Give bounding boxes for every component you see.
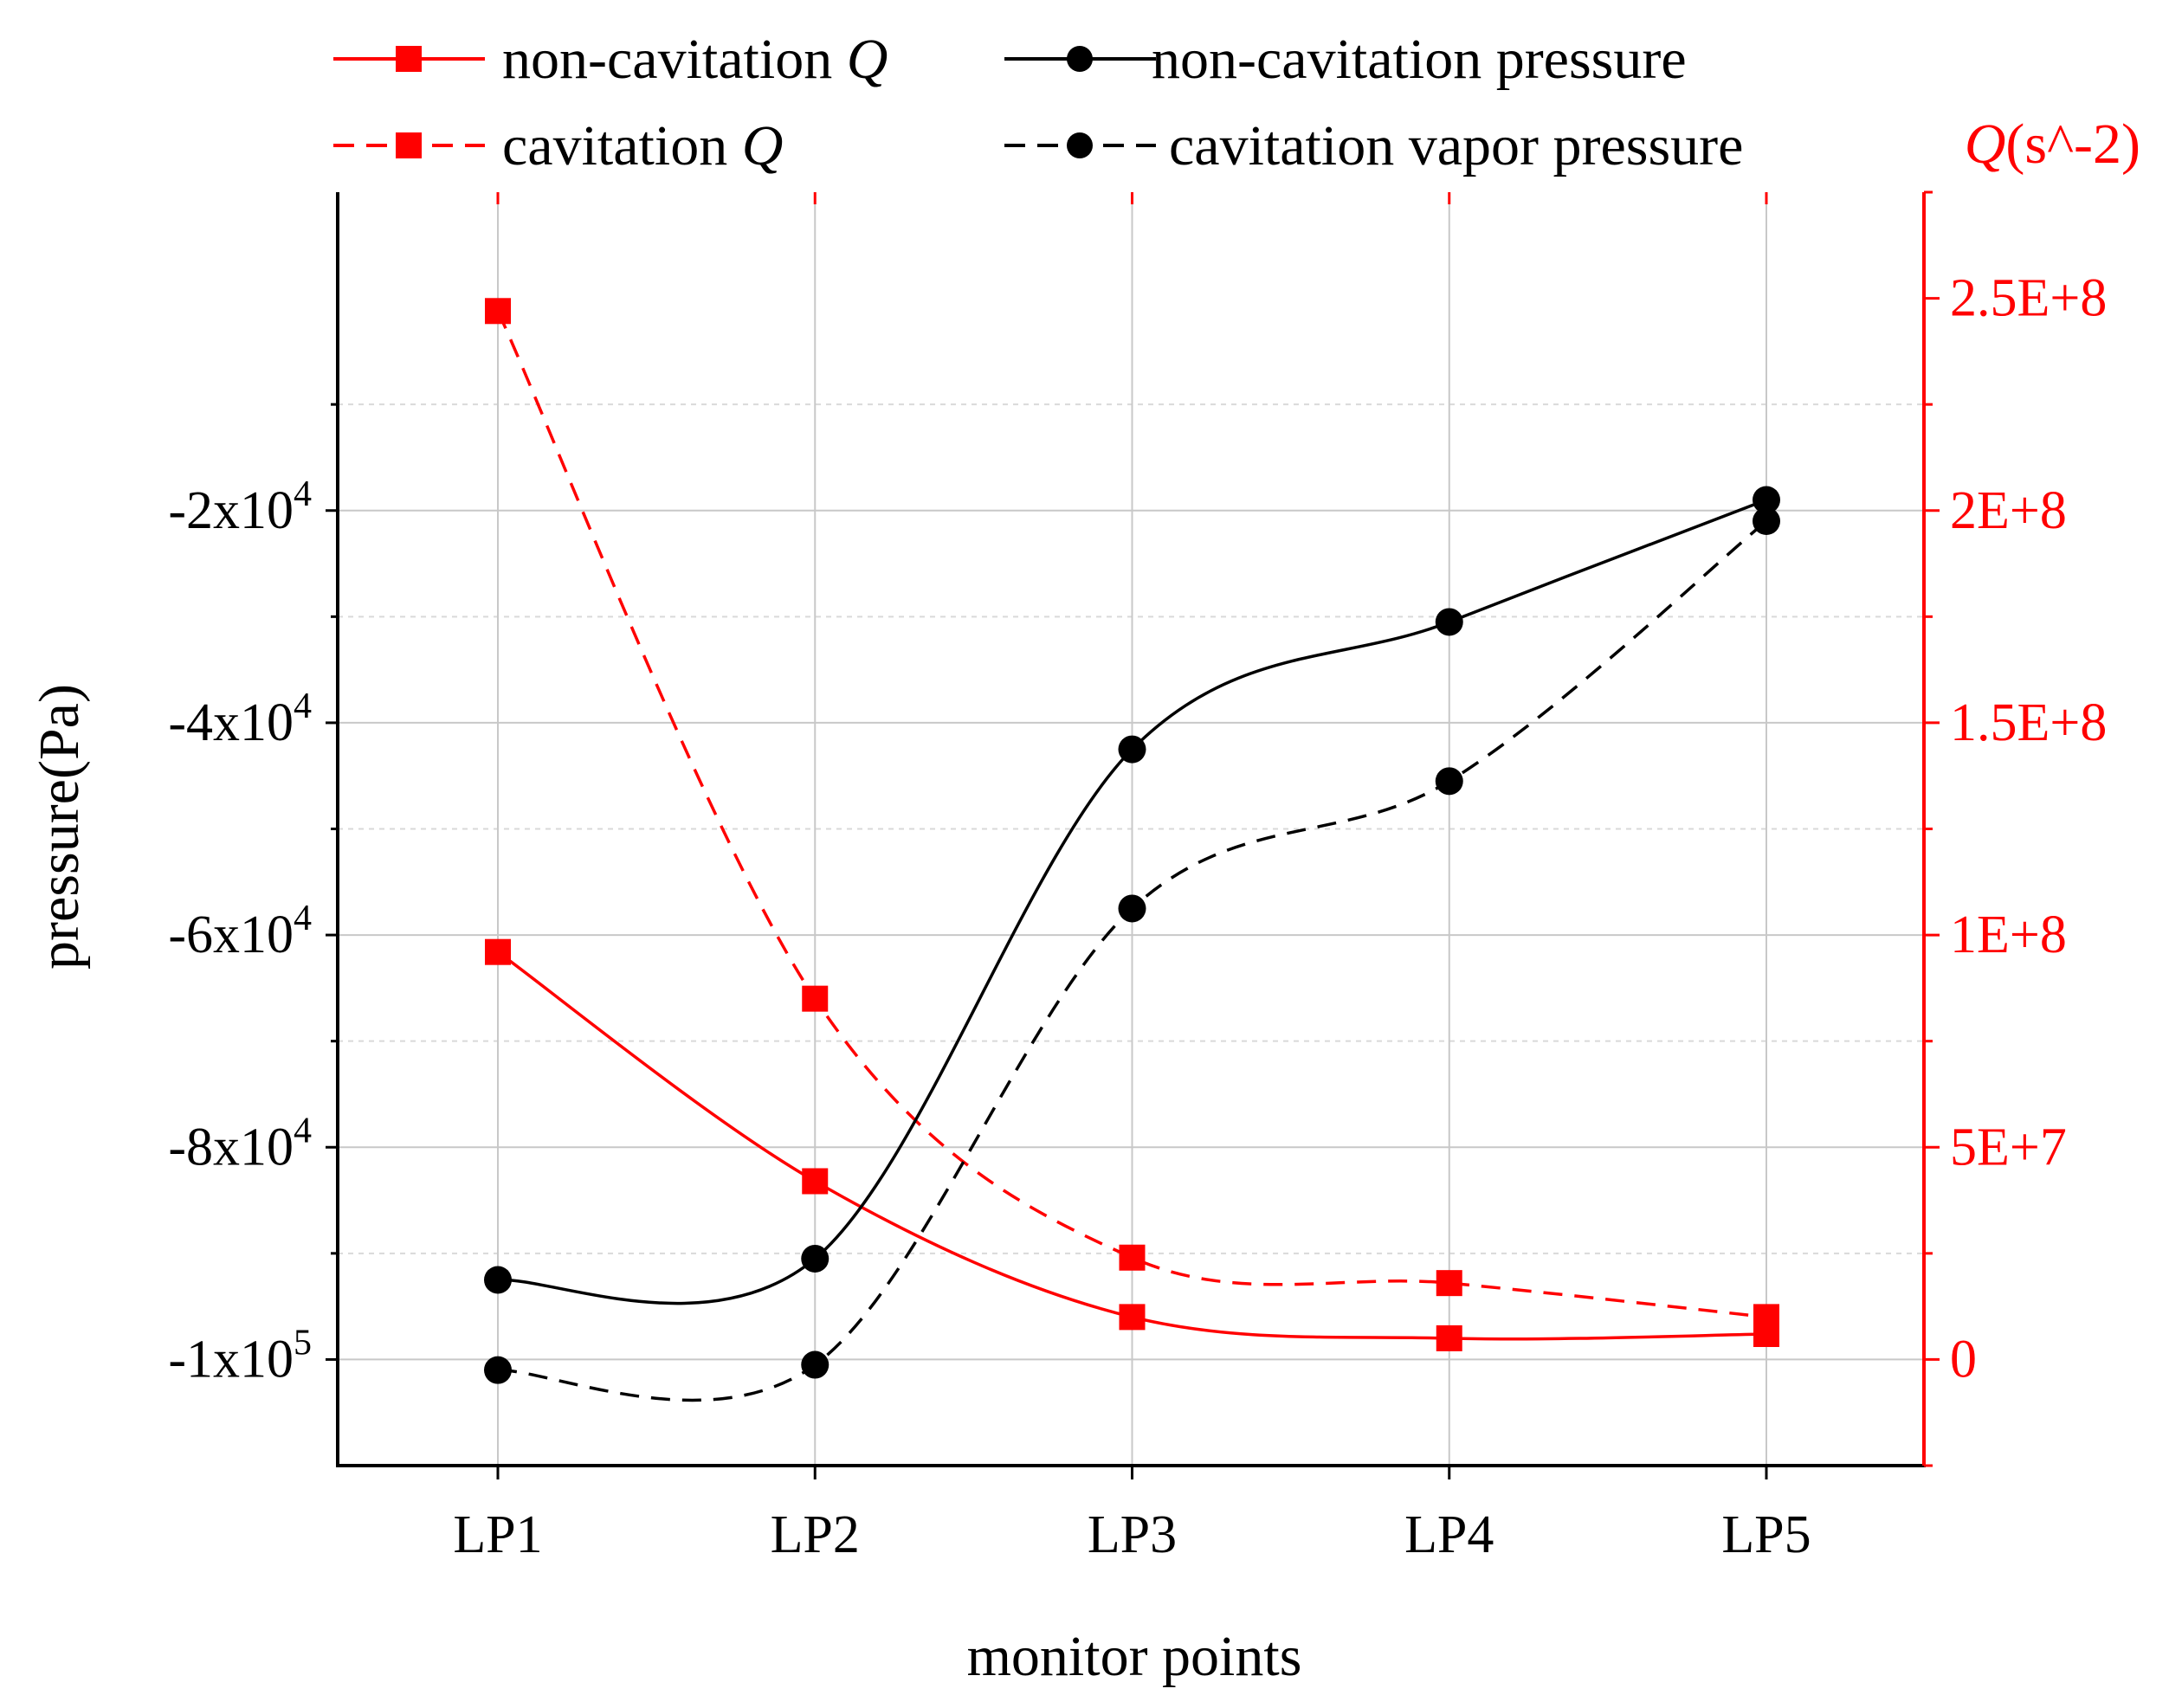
data-point (1753, 507, 1780, 536)
data-point (1119, 1244, 1146, 1271)
data-point (1119, 1304, 1146, 1331)
y-tick-exponent: 4 (294, 474, 312, 514)
series-line (497, 498, 1767, 1305)
y2-tick-label: 1E+8 (1950, 906, 2067, 964)
y-tick-label: -6x104 (168, 899, 312, 964)
y2-tick-label: 2.5E+8 (1950, 269, 2107, 328)
series-line (496, 310, 1767, 1319)
legend-label-text: non-cavitation pressure (1152, 28, 1687, 91)
data-point (1753, 1304, 1779, 1331)
legend-marker (396, 46, 422, 72)
y2-axis-label: Q(s^-2) (1965, 113, 2140, 176)
legend-entry: cavitation Q (333, 114, 783, 177)
legend-marker (396, 132, 422, 158)
y-tick-exponent: 4 (294, 899, 312, 938)
y-tick-mantissa: -4x10 (168, 693, 294, 752)
y-tick-mantissa: -6x10 (168, 906, 294, 964)
series-3 (484, 507, 1780, 1402)
y-tick-mantissa: -8x10 (168, 1118, 294, 1176)
y2-tick-label: 1.5E+8 (1950, 693, 2107, 752)
data-point (1435, 608, 1463, 636)
data-point (1435, 767, 1463, 796)
y-tick-exponent: 5 (294, 1323, 312, 1363)
data-point (485, 938, 511, 965)
data-point (1436, 1325, 1462, 1351)
y-axis-label: pressure(Pa) (28, 684, 91, 970)
x-axis-label: monitor points (967, 1625, 1302, 1688)
legend-entry: non-cavitation Q (333, 28, 888, 91)
series-1 (485, 298, 1779, 1331)
y2-axis-label-symbol: Q (1965, 113, 2006, 176)
data-point (802, 1168, 829, 1195)
legend-entry: cavitation vapor pressure (1004, 114, 1743, 177)
legend-label-symbol: Q (847, 28, 888, 91)
y-tick-exponent: 4 (294, 1111, 312, 1150)
y-tick-mantissa: -2x10 (168, 481, 294, 540)
legend-label-symbol: Q (742, 114, 784, 177)
y-tick-exponent: 4 (294, 686, 312, 726)
legend-label-text: cavitation vapor pressure (1169, 114, 1743, 177)
x-tick-label: LP5 (1721, 1505, 1811, 1564)
series-0 (485, 938, 1779, 1351)
legend-label: cavitation vapor pressure (1169, 114, 1743, 177)
data-point (801, 1350, 830, 1379)
data-point (1118, 894, 1146, 923)
ticks-layer: -2x104-4x104-6x104-8x104-1x105 05E+71E+81… (168, 190, 2107, 1564)
legend-label: cavitation Q (502, 114, 783, 177)
data-point (484, 1356, 512, 1384)
legend-label: non-cavitation pressure (1152, 28, 1687, 91)
data-point (1753, 486, 1780, 514)
y2-tick-label: 5E+7 (1950, 1118, 2067, 1176)
y2-tick-label: 2E+8 (1950, 481, 2067, 540)
y-tick-label: -1x105 (168, 1323, 312, 1389)
series-2 (484, 486, 1780, 1305)
data-point (484, 1266, 512, 1294)
x-tick-label: LP4 (1404, 1505, 1494, 1564)
y2-tick-label: 0 (1950, 1330, 1977, 1389)
data-point (1436, 1270, 1462, 1297)
data-point (485, 298, 511, 325)
y2-axis-label-unit: (s^-2) (2005, 113, 2140, 176)
x-tick-label: LP1 (453, 1505, 542, 1564)
y-tick-label: -2x104 (168, 474, 312, 540)
series-layer (484, 298, 1780, 1402)
data-point (801, 1244, 830, 1273)
data-point (1118, 735, 1146, 764)
legend-label: non-cavitation Q (502, 28, 888, 91)
y-tick-label: -8x104 (168, 1111, 312, 1176)
legend-marker (1067, 132, 1093, 158)
x-tick-label: LP2 (771, 1505, 860, 1564)
legend-label-text: cavitation (502, 114, 742, 177)
legend-entry: non-cavitation pressure (1004, 28, 1687, 91)
legend-marker (1067, 46, 1093, 72)
legend-label-text: non-cavitation (502, 28, 847, 91)
x-tick-label: LP3 (1088, 1505, 1177, 1564)
series-line (497, 519, 1768, 1402)
data-point (802, 985, 829, 1012)
y-tick-mantissa: -1x10 (168, 1330, 294, 1389)
y-tick-label: -4x104 (168, 686, 312, 752)
